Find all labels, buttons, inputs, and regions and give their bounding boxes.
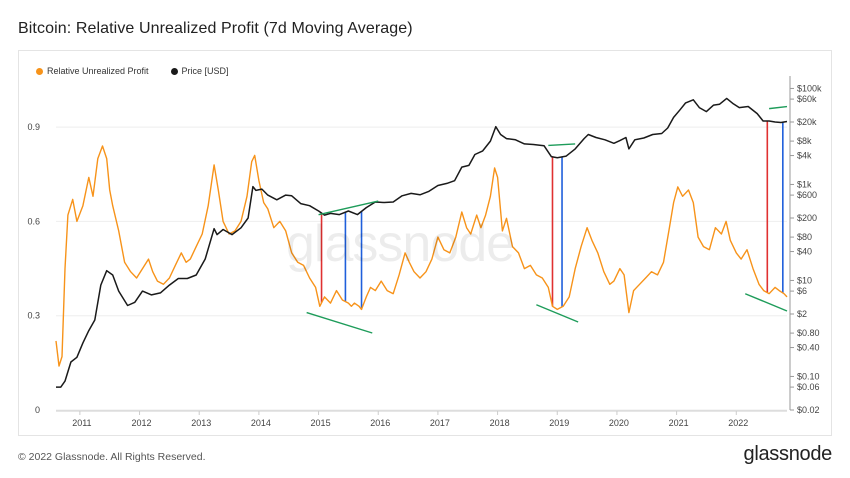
y-right-tick-label: $60k	[797, 94, 817, 104]
x-tick-label: 2012	[132, 418, 152, 428]
y-right-tick-label: $0.10	[797, 371, 820, 381]
annotation-green-trendline	[318, 200, 379, 216]
y-right-tick-label: $0.40	[797, 343, 820, 353]
legend-item-rup[interactable]: Relative Unrealized Profit	[36, 66, 149, 76]
y-right-tick-label: $20k	[797, 117, 817, 127]
x-tick-label: 2021	[669, 418, 689, 428]
legend-item-price[interactable]: Price [USD]	[170, 66, 229, 76]
annotation-green-trendline	[548, 143, 576, 147]
chart-legend: Relative Unrealized Profit Price [USD]	[36, 66, 229, 76]
y-right-tick-label: $6	[797, 286, 807, 296]
annotation-green-trendline	[744, 293, 788, 312]
y-right-tick-label: $0.06	[797, 382, 820, 392]
y-right-tick-label: $200	[797, 213, 817, 223]
legend-dot-price	[170, 67, 178, 75]
x-tick-label: 2015	[311, 418, 331, 428]
y-left-tick-label: 0	[35, 405, 40, 415]
y-right-tick-label: $8k	[797, 136, 812, 146]
annotation-green-trendline	[536, 304, 579, 323]
y-right-tick-label: $0.02	[797, 405, 820, 415]
annotation-green-trendline	[769, 105, 788, 110]
legend-label-rup: Relative Unrealized Profit	[47, 66, 149, 76]
y-left-tick-label: 0.3	[27, 311, 40, 321]
legend-label-price: Price [USD]	[181, 66, 229, 76]
copyright-text: © 2022 Glassnode. All Rights Reserved.	[18, 451, 206, 463]
x-tick-label: 2014	[251, 418, 271, 428]
y-right-tick-label: $10	[797, 275, 812, 285]
x-tick-label: 2017	[430, 418, 450, 428]
y-right-tick-label: $1k	[797, 179, 812, 189]
x-tick-label: 2022	[728, 418, 748, 428]
annotation-green-trendline	[306, 311, 373, 334]
watermark-glassnode: glassnode	[286, 215, 515, 273]
x-tick-label: 2011	[72, 418, 91, 428]
y-right-tick-label: $80	[797, 232, 812, 242]
y-right-tick-label: $600	[797, 190, 817, 200]
y-right-tick-label: $4k	[797, 151, 812, 161]
y-right-tick-label: $40	[797, 247, 812, 257]
y-right-tick-label: $0.80	[797, 328, 820, 338]
series-line-price	[56, 97, 788, 388]
y-left-tick-label: 0.9	[27, 122, 40, 132]
x-tick-label: 2018	[490, 418, 510, 428]
y-left-tick-label: 0.6	[27, 216, 40, 226]
chart-panel	[18, 50, 832, 436]
x-tick-label: 2019	[549, 418, 569, 428]
legend-dot-rup	[36, 67, 43, 75]
y-right-tick-label: $100k	[797, 83, 822, 93]
x-tick-label: 2013	[191, 418, 211, 428]
x-tick-label: 2020	[609, 418, 629, 428]
y-right-tick-label: $2	[797, 309, 807, 319]
series-line-relative-unrealized-profit	[55, 145, 788, 367]
brand-logo: glassnode	[743, 443, 833, 465]
chart-title: Bitcoin: Relative Unrealized Profit (7d …	[18, 20, 413, 37]
x-tick-label: 2016	[370, 418, 390, 428]
